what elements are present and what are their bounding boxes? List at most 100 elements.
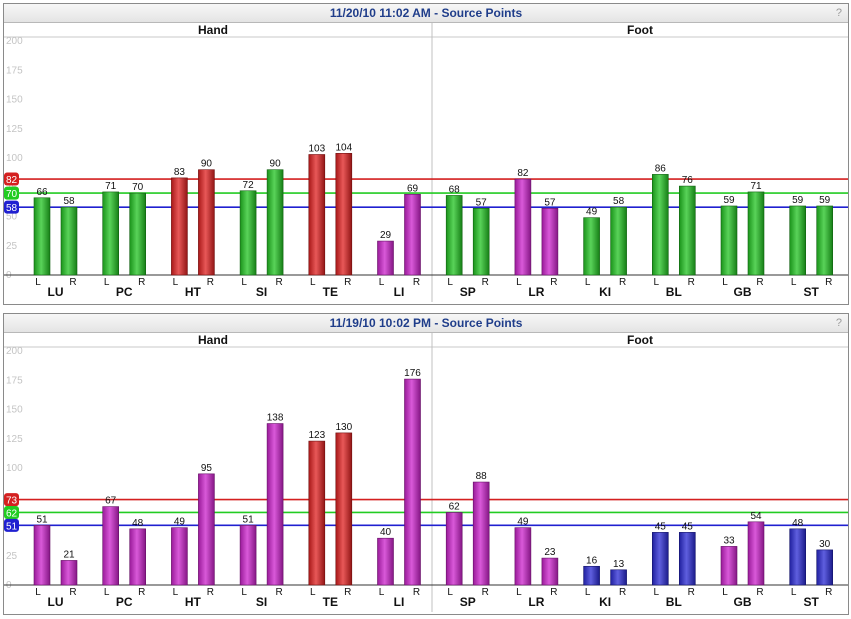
reference-badge-green	[4, 186, 19, 200]
category-label-bl: BL	[666, 285, 682, 299]
bar-li-r	[404, 193, 421, 276]
bar-te-l	[308, 440, 326, 586]
bar-pc-r	[129, 528, 146, 586]
bar-gb-l	[720, 205, 738, 276]
side-label-l: L	[585, 587, 591, 598]
bar-gb-r	[747, 521, 765, 586]
chart-title-text: 11/20/10 11:02 AM - Source Points	[329, 6, 523, 20]
reference-value-label: 73	[6, 496, 18, 507]
side-label-r: R	[688, 587, 695, 598]
bar-bl-r	[678, 185, 696, 276]
help-icon[interactable]: ?	[835, 317, 842, 329]
data-label: 88	[476, 471, 488, 482]
category-label-ki: KI	[599, 285, 611, 299]
bar-ht-l	[171, 527, 188, 586]
bar-ki-r	[610, 569, 627, 586]
chart-title: 11/20/10 11:02 AM - Source Points ?	[4, 4, 848, 23]
data-label: 58	[63, 196, 75, 207]
data-label: 95	[201, 463, 213, 474]
chart-panel-1: 11/20/10 11:02 AM - Source Points ? Hand…	[3, 3, 849, 305]
side-label-r: R	[138, 277, 145, 288]
side-label-r: R	[825, 277, 832, 288]
data-label: 49	[174, 517, 186, 528]
side-label-l: L	[104, 277, 110, 288]
side-label-r: R	[344, 277, 351, 288]
data-label: 71	[105, 181, 117, 192]
side-label-r: R	[207, 277, 214, 288]
side-label-l: L	[516, 277, 522, 288]
side-label-r: R	[413, 277, 420, 288]
data-label: 68	[449, 184, 461, 195]
data-label: 30	[819, 539, 831, 550]
bar-lu-r	[60, 206, 78, 276]
data-label: 16	[586, 555, 598, 566]
category-label-si: SI	[256, 285, 267, 299]
data-label: 51	[36, 514, 48, 525]
side-label-r: R	[482, 277, 489, 288]
data-label: 67	[105, 496, 117, 507]
data-label: 21	[63, 549, 75, 560]
data-label: 71	[750, 181, 762, 192]
section-label-hand: Hand	[198, 23, 228, 37]
data-label: 57	[544, 197, 556, 208]
bar-te-l	[308, 154, 326, 276]
data-label: 90	[270, 159, 282, 170]
data-label: 123	[308, 430, 325, 441]
section-label-foot: Foot	[627, 23, 653, 37]
side-label-l: L	[379, 587, 385, 598]
bar-st-r	[816, 205, 834, 276]
category-label-pc: PC	[116, 595, 133, 609]
side-label-r: R	[207, 587, 214, 598]
y-tick-label: 100	[6, 463, 23, 474]
data-label: 103	[308, 143, 325, 154]
data-label: 59	[792, 195, 804, 206]
category-label-ht: HT	[185, 595, 202, 609]
category-label-li: LI	[394, 285, 405, 299]
side-label-r: R	[344, 587, 351, 598]
help-icon[interactable]: ?	[835, 7, 842, 19]
side-label-r: R	[619, 277, 626, 288]
side-label-l: L	[173, 587, 179, 598]
reference-badge-red	[4, 493, 19, 507]
bar-ki-l	[583, 565, 600, 586]
bar-si-l	[239, 525, 257, 586]
y-tick-label: 150	[6, 95, 23, 106]
side-label-l: L	[35, 277, 41, 288]
data-label: 54	[750, 511, 762, 522]
side-label-l: L	[310, 587, 316, 598]
side-label-r: R	[756, 277, 763, 288]
side-label-r: R	[69, 587, 76, 598]
side-label-r: R	[138, 587, 145, 598]
bar-li-l	[377, 240, 394, 276]
section-label-foot: Foot	[627, 333, 653, 347]
bar-lr-r	[541, 208, 559, 276]
side-label-r: R	[688, 277, 695, 288]
side-label-l: L	[654, 587, 660, 598]
side-label-r: R	[69, 277, 76, 288]
side-label-l: L	[35, 587, 41, 598]
reference-value-label: 70	[6, 189, 18, 200]
section-header-band	[4, 333, 848, 347]
side-label-r: R	[619, 587, 626, 598]
section-label-hand: Hand	[198, 333, 228, 347]
y-tick-label: 175	[6, 375, 23, 386]
bar-lr-l	[514, 527, 532, 586]
bar-bl-l	[651, 174, 669, 276]
data-label: 138	[267, 413, 284, 424]
reference-value-label: 58	[6, 203, 18, 214]
bar-sp-l	[445, 512, 463, 586]
reference-value-label: 62	[6, 508, 18, 519]
side-label-r: R	[413, 587, 420, 598]
side-label-r: R	[275, 587, 282, 598]
category-label-te: TE	[323, 285, 338, 299]
side-label-l: L	[104, 587, 110, 598]
chart-panel-2: 11/19/10 10:02 PM - Source Points ? Hand…	[3, 313, 849, 615]
data-label: 176	[404, 368, 421, 379]
side-label-l: L	[447, 587, 453, 598]
bar-st-l	[789, 528, 807, 586]
category-label-gb: GB	[734, 285, 752, 299]
side-label-l: L	[173, 277, 179, 288]
y-tick-label: 25	[6, 551, 18, 562]
side-label-l: L	[722, 587, 728, 598]
side-label-l: L	[722, 277, 728, 288]
